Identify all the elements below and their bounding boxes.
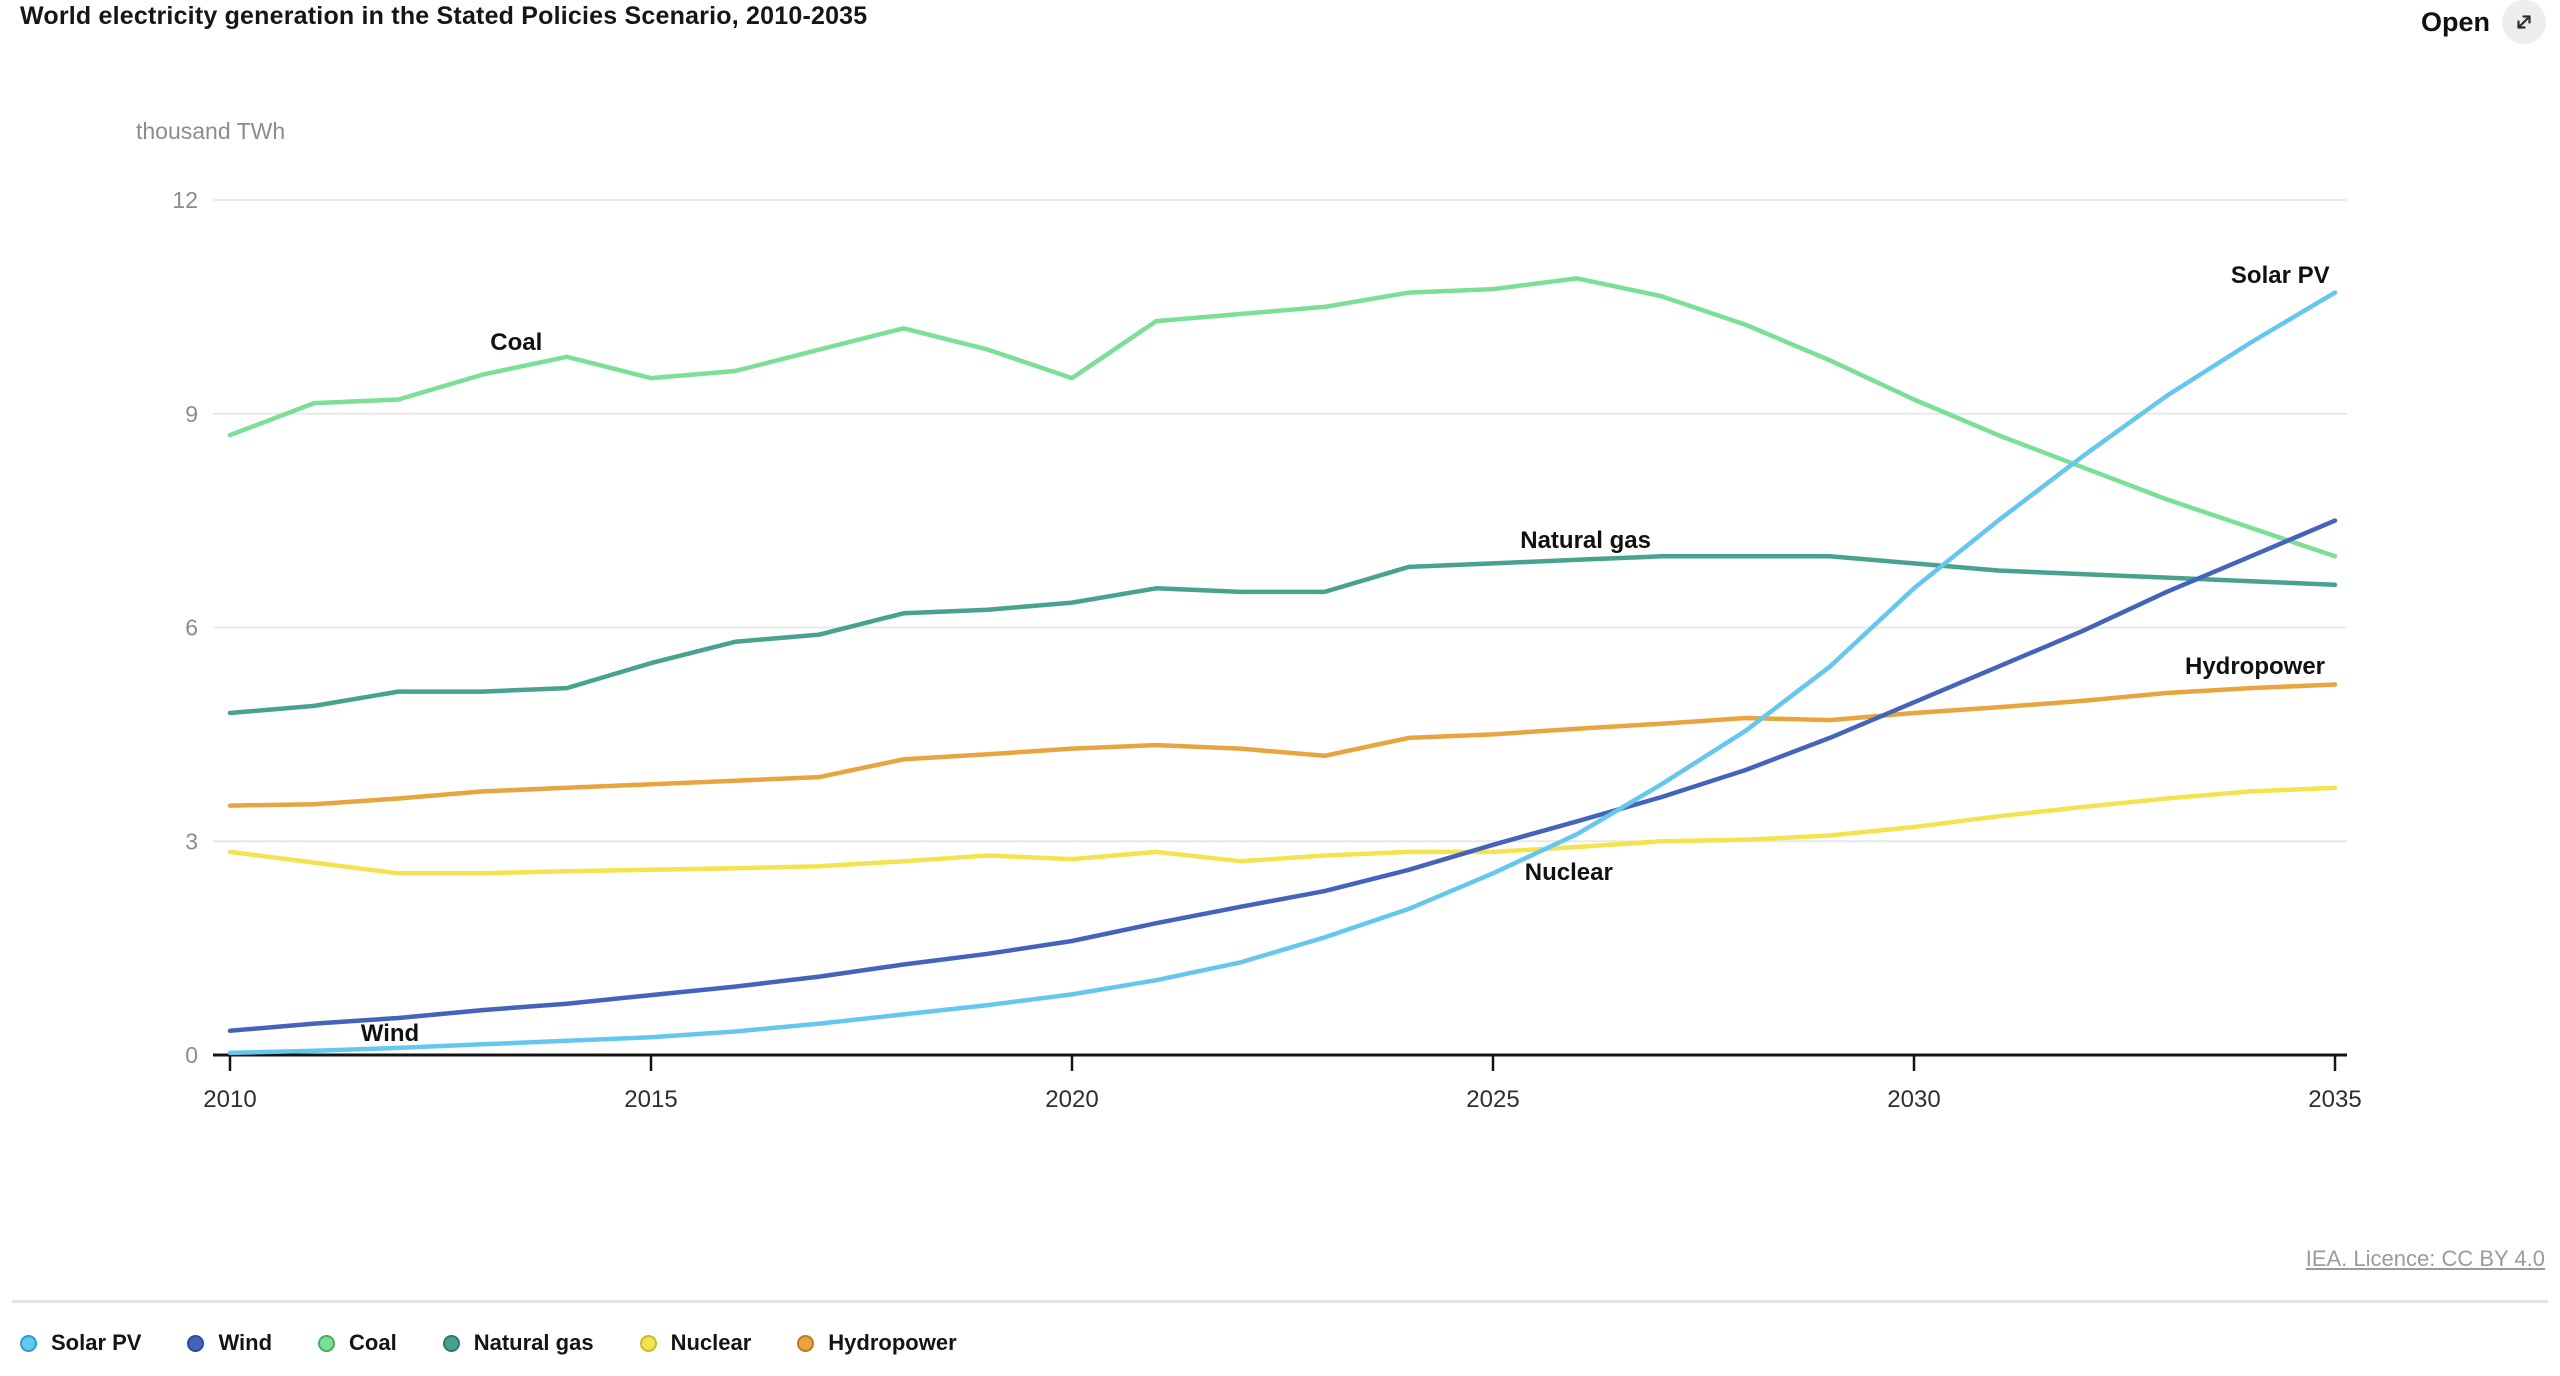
series-line-hydropower — [227, 682, 2338, 808]
legend-label: Hydropower — [828, 1330, 957, 1355]
series-line-wind — [227, 518, 2338, 1034]
header: World electricity generation in the Stat… — [0, 0, 2560, 56]
chart-svg[interactable]: 0 3 6 9 12 2010 2015 2020 2025 2030 2035 — [0, 60, 2560, 1302]
legend-marker-hydropower — [797, 1334, 815, 1352]
x-tick-label-2015: 2015 — [624, 1086, 677, 1113]
legend-item-wind[interactable]: Wind — [187, 1330, 272, 1356]
y-tick-label-9: 9 — [185, 401, 198, 427]
open-button-label: Open — [2420, 6, 2490, 37]
legend-marker-solar-pv — [20, 1334, 37, 1352]
legend-label: Solar PV — [51, 1330, 142, 1355]
series-label-solar-pv: Solar PV — [2230, 262, 2330, 290]
y-tick-label-0: 0 — [185, 1042, 198, 1068]
series-line-natural-gas — [227, 554, 2338, 716]
legend-label: Coal — [349, 1330, 397, 1355]
legend-label: Wind — [218, 1330, 273, 1355]
series-label-natural-gas: Natural gas — [1520, 526, 1651, 554]
open-button[interactable]: Open — [2421, 0, 2546, 44]
legend-marker-natural-gas — [442, 1334, 460, 1352]
legend-label: Nuclear — [670, 1330, 752, 1355]
x-tick-label-2025: 2025 — [1466, 1086, 1519, 1113]
series-line-solar-pv — [227, 290, 2338, 1056]
y-tick-label-6: 6 — [185, 615, 198, 641]
legend-item-hydropower[interactable]: Hydropower — [797, 1330, 957, 1356]
divider-line — [12, 1300, 2548, 1303]
legend: Solar PV Wind Coal Natural gas Nuclear Hydrop… — [20, 1330, 957, 1356]
legend-item-coal[interactable]: Coal — [318, 1330, 397, 1356]
legend-marker-coal — [318, 1334, 336, 1352]
legend-marker-wind — [187, 1334, 205, 1352]
chart-title: World electricity generation in the Stat… — [20, 2, 868, 30]
series-label-wind: Wind — [360, 1019, 420, 1047]
x-tick-label-2035: 2035 — [2308, 1086, 2361, 1113]
series-line-coal — [227, 276, 2338, 559]
expand-icon[interactable] — [2502, 0, 2546, 44]
x-tick-label-2020: 2020 — [1045, 1086, 1098, 1113]
series-label-nuclear: Nuclear — [1524, 859, 1613, 887]
series-line-nuclear — [227, 785, 2338, 876]
chart-region: thousand TWh 0 3 6 9 12 2010 2015 2020 2025 2030 2… — [0, 60, 2560, 1302]
legend-item-nuclear[interactable]: Nuclear — [639, 1330, 752, 1356]
legend-label: Natural gas — [473, 1330, 594, 1355]
series-label-hydropower: Hydropower — [2184, 652, 2326, 680]
licence-link[interactable]: IEA. Licence: CC BY 4.0 — [2305, 1246, 2545, 1271]
series-label-coal: Coal — [490, 328, 543, 356]
y-axis-unit-label: thousand TWh — [136, 118, 286, 144]
legend-item-natural-gas[interactable]: Natural gas — [442, 1330, 594, 1356]
legend-item-solar-pv[interactable]: Solar PV — [20, 1330, 141, 1356]
y-tick-label-3: 3 — [185, 828, 198, 854]
x-tick-label-2030: 2030 — [1887, 1086, 1940, 1113]
x-tick-label-2010: 2010 — [203, 1086, 256, 1113]
y-tick-label-12: 12 — [172, 187, 198, 213]
legend-marker-nuclear — [639, 1334, 657, 1352]
